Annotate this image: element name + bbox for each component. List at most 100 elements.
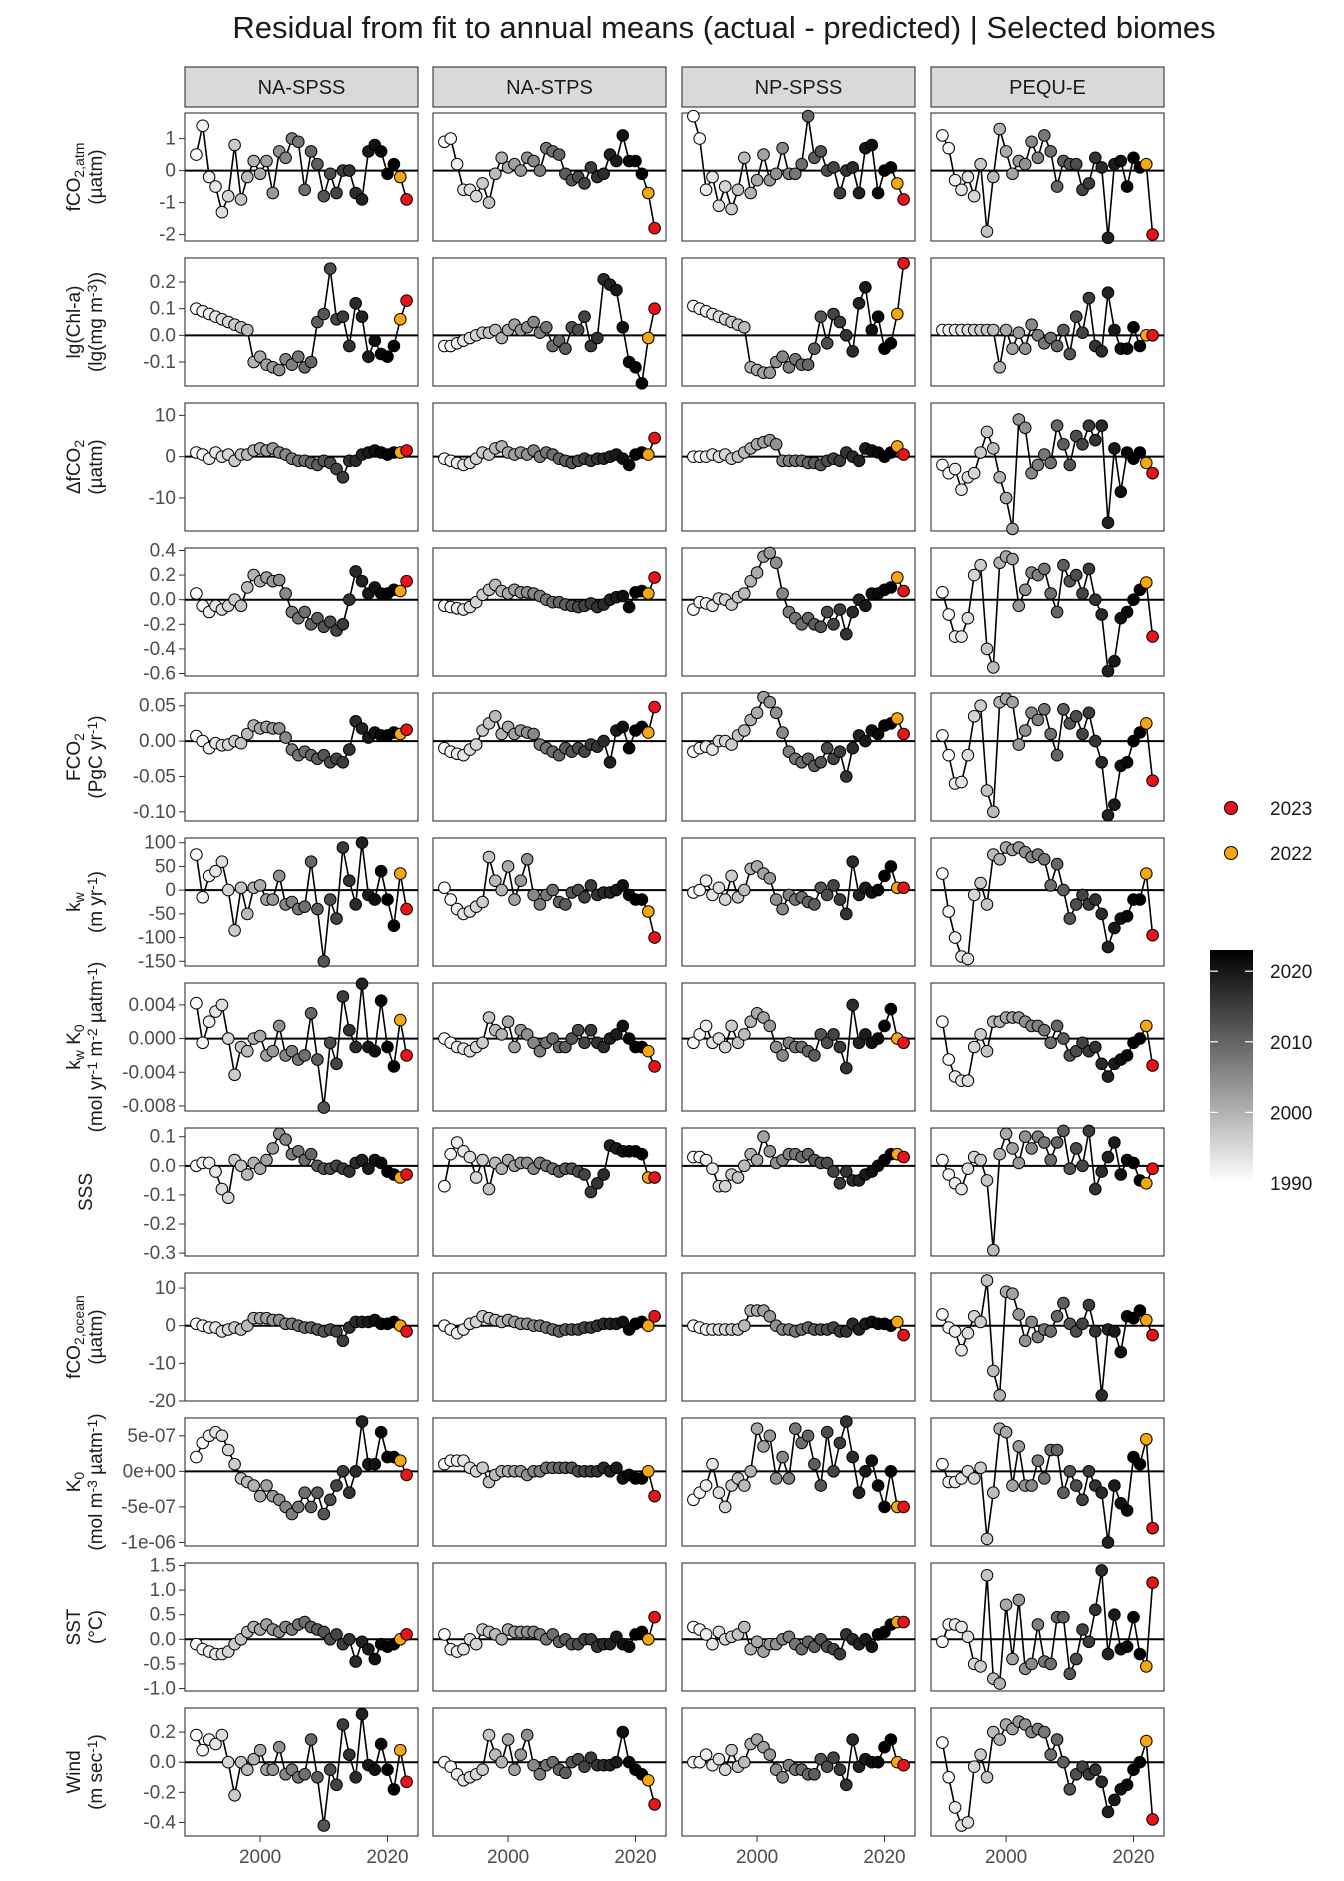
data-point [706,1637,719,1651]
facet-panel [681,1415,916,1547]
data-point [987,805,1000,819]
data-point-2023 [400,574,413,588]
data-point-2022 [1140,157,1153,171]
data-point [1114,1168,1128,1181]
data-point [343,164,356,177]
data-point [1076,1159,1089,1173]
data-point [999,323,1013,337]
panel-frame [681,547,916,677]
x-axis: 2000 2020 2000 2020 2000 2020 2000 2020 [239,1836,1155,1868]
data-point [1127,1610,1140,1624]
data-point [967,710,981,723]
data-point [304,355,318,369]
facet-panel [930,1272,1165,1402]
data-point [616,321,630,334]
data-point [527,888,540,902]
data-point [260,1479,273,1492]
y-axis-label: (mol yr-1 m-2 µatm-1) [84,962,107,1133]
data-point [1082,1124,1096,1138]
y-tick-label: 10 [155,405,176,426]
facet-panel [930,1562,1165,1692]
facet-strip-label: NA-STPS [506,77,593,99]
data-point [769,438,783,451]
data-point [559,1040,572,1054]
variable-row: SST (°C) 1.5 1.0 0.5 0.0 -0.5 -1.0 [64,1555,1165,1700]
data-point [482,1728,496,1742]
data-point [948,1801,962,1814]
facet-panel [184,257,419,387]
data-point [635,377,649,390]
data-point [330,1325,343,1338]
data-point [1038,1725,1051,1739]
data-point [343,1165,356,1178]
y-tick-label: 0.1 [150,1127,176,1148]
y-tick-label: -0.4 [143,639,176,660]
data-point [961,748,975,762]
data-point [1063,1667,1077,1681]
data-point [610,1461,623,1475]
data-point [202,1015,216,1029]
data-point-2023 [1146,1328,1159,1342]
data-point [871,310,885,324]
data-point [495,1755,509,1769]
data-point [801,358,815,372]
data-point [559,1766,572,1780]
data-point [718,1500,732,1514]
y-tick-label: 0.0 [150,325,176,346]
data-point [610,1755,623,1769]
legend-key [1224,846,1238,860]
y-tick-label: -10 [149,1353,176,1374]
data-point [336,471,350,484]
data-point [476,1153,489,1167]
y-tick-label: 0.000 [128,1029,176,1050]
data-point [955,1620,968,1634]
data-point [974,1461,987,1475]
y-axis-label: ΔfCO2 [64,440,87,494]
data-point [578,1036,591,1050]
data-point [706,743,719,756]
data-point [725,869,738,883]
x-tick-label: 2000 [487,1847,529,1868]
data-point [597,1040,611,1054]
data-point [1133,1755,1147,1769]
data-point [1108,442,1121,455]
y-axis-label: (µatm) [86,149,107,204]
data-point [1018,421,1032,435]
data-point [1101,664,1115,678]
y-tick-label: 50 [155,856,176,877]
facet-panel [930,692,1165,822]
y-tick-label: -0.004 [122,1062,176,1083]
data-point-2022 [642,1319,655,1332]
data-point [1101,231,1115,245]
data-point [1133,446,1147,459]
data-point [266,1763,280,1776]
data-point [1089,151,1102,165]
y-tick-label: 10 [155,1278,176,1299]
data-point [1101,940,1115,954]
data-point [987,170,1000,184]
data-point-2022 [642,587,655,600]
y-tick-label: -0.6 [143,664,176,685]
data-point [750,1635,764,1649]
facet-panel [432,257,667,390]
data-point [1082,1635,1096,1649]
y-tick-label: 0 [165,880,176,901]
data-point [993,361,1007,374]
data-point [1120,180,1134,193]
data-point [942,1771,956,1784]
data-point [980,642,994,656]
data-point [266,1142,280,1155]
facet-panel [184,692,419,822]
data-point [253,879,267,892]
data-point [450,157,464,171]
data-point [1018,724,1032,737]
y-axis-label: FCO2 [64,733,87,781]
y-tick-label: 5e-07 [127,1426,176,1447]
data-point [974,558,987,572]
variable-row: K0(mol m-3 µatm-1) 5e-07 0e+00 -5e-07 -1e-06 [64,1413,1165,1553]
data-point [1108,1136,1121,1149]
data-point [1069,429,1083,443]
data-point-2022 [891,571,904,584]
data-point [871,727,885,741]
data-point [884,337,898,350]
